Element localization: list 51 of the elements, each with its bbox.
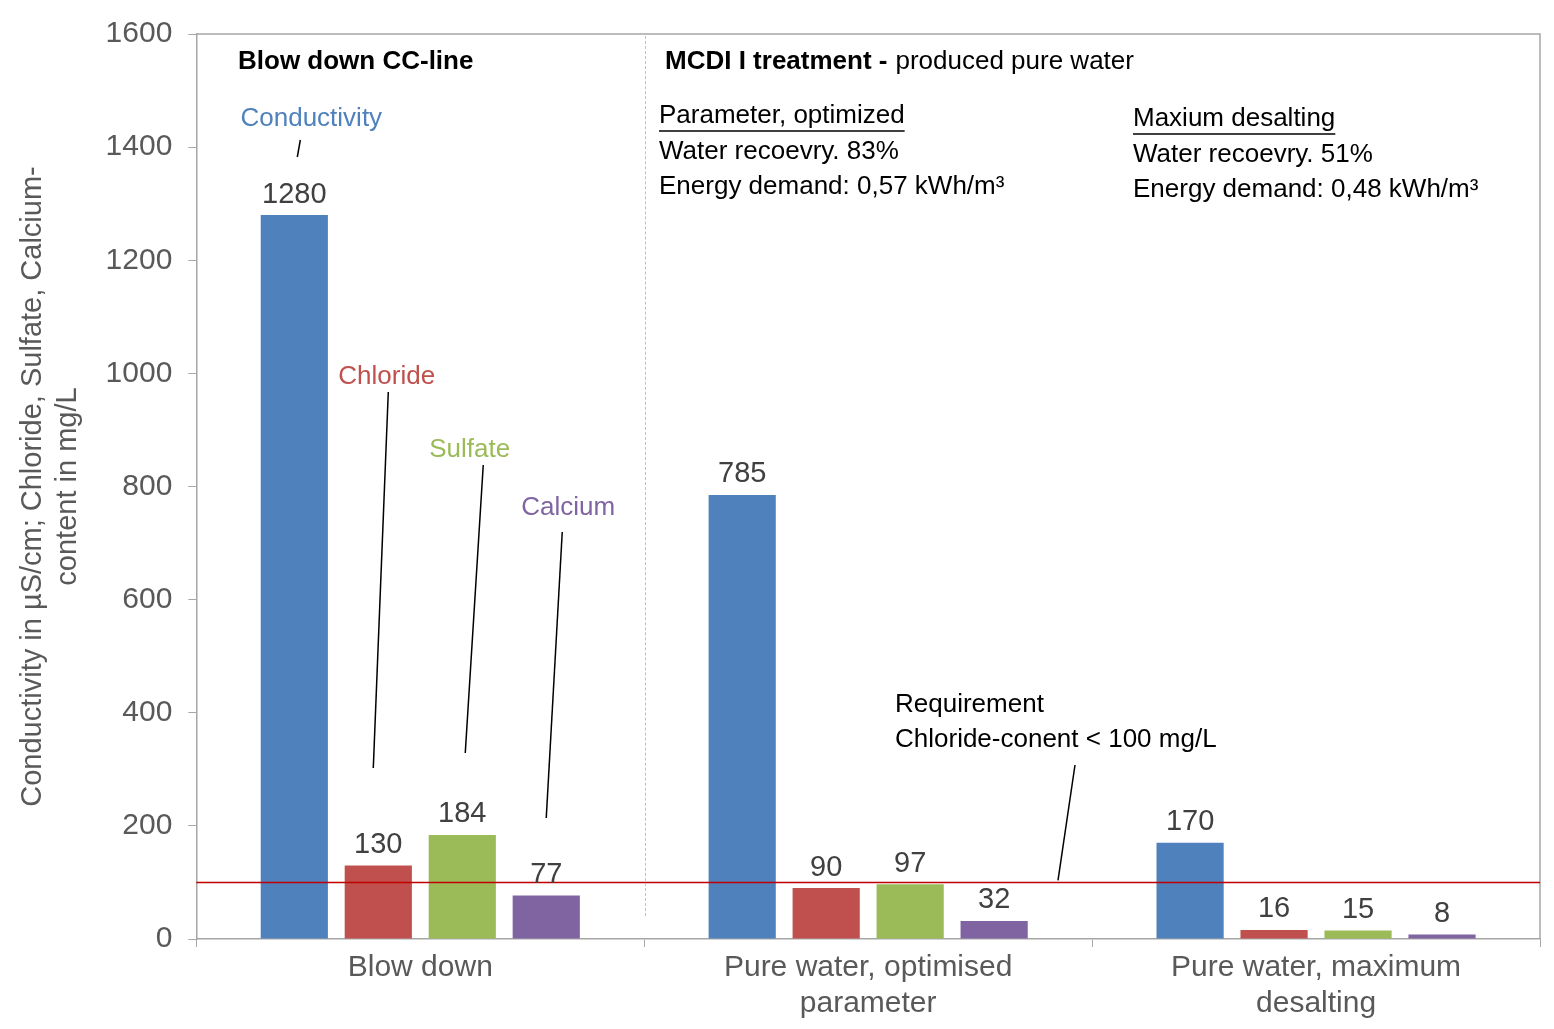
data-label: 15 [1341,892,1375,925]
y-tick-label: 600 [122,580,173,614]
data-label: 785 [718,456,767,489]
bar [344,865,412,939]
x-tick-label: Blow down [347,949,493,983]
text: Conductivity [240,102,383,133]
data-label: 97 [894,845,927,878]
annotation: produced pure water [895,45,1135,76]
bar [428,834,496,939]
bar [1408,934,1476,939]
bar [512,895,580,939]
annotation: Maxium desalting [1133,102,1336,133]
x-tick-label: Pure water, optimised parameter [723,949,1013,1019]
ref-line-label: Requirement Chloride-conent < 100 mg/L [895,688,1217,754]
annotation: Parameter, optimized [659,99,905,130]
text: Sulfate [429,433,511,464]
data-label: 1280 [262,176,327,209]
data-label: 184 [438,796,487,829]
y-tick-label: 1200 [105,241,173,275]
data-label: 130 [354,826,403,859]
y-tick-label: 1600 [105,15,173,49]
bar [960,920,1028,939]
y-tick-label: 1400 [105,128,173,162]
annotation: Energy demand: 0,48 kWh/m³ [1133,173,1479,204]
y-tick-label: 800 [122,467,173,501]
bar [708,494,776,939]
y-axis-title: Conductivity in µS/cm; Chloride, Sulfate, Calcium-content in mg/L [15,166,83,807]
y-tick-label: 200 [122,807,173,841]
bar [1156,842,1224,939]
bar [260,215,328,939]
annotation: Blow down CC-line [238,45,474,76]
bar [1324,930,1392,939]
bar [792,888,860,939]
annotation: MCDI I treatment - [665,45,888,76]
annotation: Water recoevry. 51% [1133,138,1373,169]
data-label: 90 [810,849,843,882]
annotation: Energy demand: 0,57 kWh/m³ [659,170,1005,201]
annotation: Water recoevry. 83% [659,135,899,166]
data-label: 16 [1257,891,1291,924]
data-label: 8 [1433,895,1451,928]
data-label: 32 [978,882,1011,915]
text: Calcium [521,491,616,522]
y-tick-label: 400 [122,694,173,728]
data-label: 170 [1165,804,1215,837]
bar [1240,929,1308,939]
x-tick-label: Pure water, maximum desalting [1171,949,1462,1019]
data-label: 77 [530,856,563,889]
y-tick-label: 0 [155,920,173,954]
bar [876,884,944,939]
y-tick-label: 1000 [105,354,173,388]
text: Chloride [338,360,436,391]
